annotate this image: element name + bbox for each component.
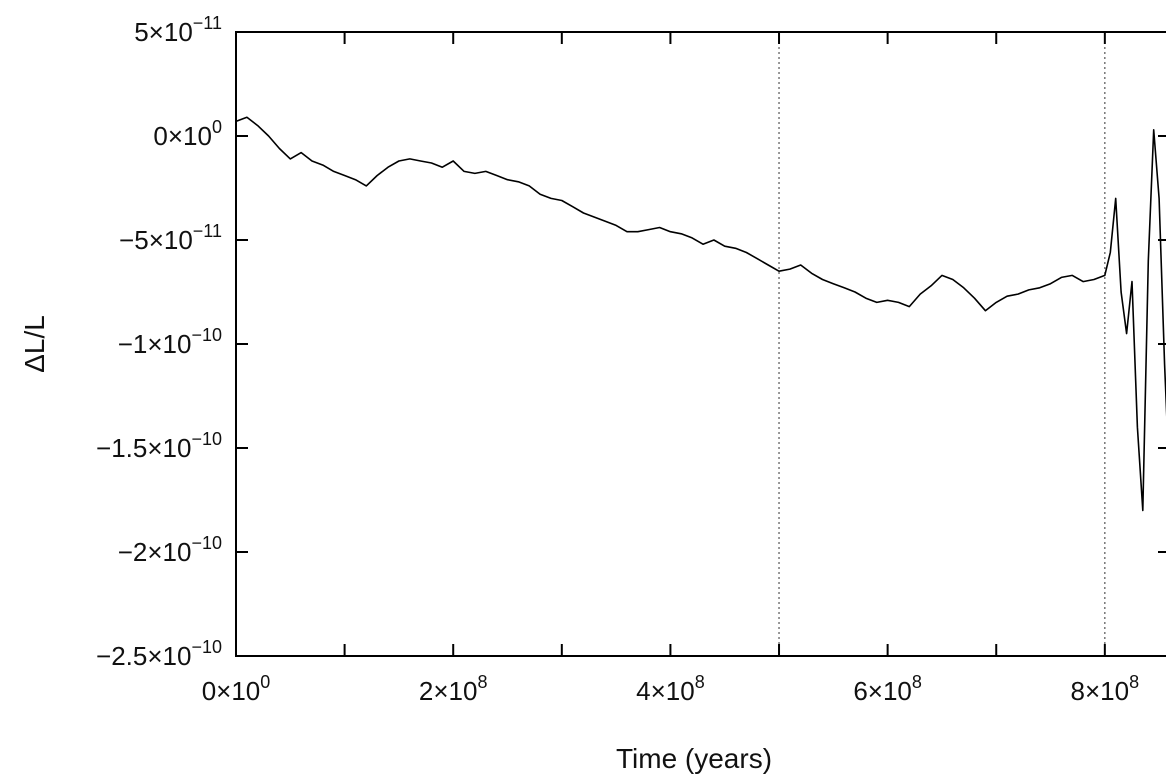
y-tick-label: −1×10−10 xyxy=(118,325,222,359)
x-tick-label: 4×108 xyxy=(636,672,705,706)
y-tick-label: −2.5×10−10 xyxy=(96,637,222,671)
y-tick-label-exponent: −11 xyxy=(193,13,222,33)
x-tick-label: 0×100 xyxy=(202,672,271,706)
y-tick-label: −2×10−10 xyxy=(118,533,222,567)
x-tick-label-base: 2×10 xyxy=(419,676,478,706)
y-tick-label-base: −1.5×10 xyxy=(96,433,191,463)
y-tick-label: 0×100 xyxy=(153,117,222,151)
x-tick-label-base: 8×10 xyxy=(1071,676,1130,706)
x-tick-label-base: 4×10 xyxy=(636,676,695,706)
y-axis-ticks: 5×10−110×100−5×10−11−1×10−10−1.5×10−10−2… xyxy=(96,13,1166,671)
vertical-dotted-lines xyxy=(778,32,1106,656)
y-tick-label: −5×10−11 xyxy=(119,221,222,255)
x-tick-label-exponent: 8 xyxy=(912,672,922,692)
y-tick-label-base: −2×10 xyxy=(118,537,192,567)
y-tick-label-exponent: −10 xyxy=(191,637,222,657)
x-tick-label-exponent: 0 xyxy=(260,672,270,692)
x-tick-label-base: 6×10 xyxy=(853,676,912,706)
y-tick-label-base: 0×10 xyxy=(153,121,212,151)
y-tick-label-base: −1×10 xyxy=(118,329,192,359)
x-tick-label: 6×108 xyxy=(853,672,922,706)
y-tick-label-exponent: −11 xyxy=(193,221,222,241)
y-tick-label-exponent: −10 xyxy=(191,533,222,553)
x-tick-label: 8×108 xyxy=(1071,672,1140,706)
y-tick-label-base: −5×10 xyxy=(119,225,193,255)
x-tick-label: 2×108 xyxy=(419,672,488,706)
y-tick-label-exponent: −10 xyxy=(191,429,222,449)
x-tick-label-exponent: 8 xyxy=(695,672,705,692)
x-axis-title: Time (years) xyxy=(616,743,772,774)
series-line xyxy=(235,116,1166,512)
y-tick-label-base: −2.5×10 xyxy=(96,641,191,671)
y-axis-title: ΔL/L xyxy=(19,315,50,373)
y-tick-label: 5×10−11 xyxy=(134,13,222,47)
y-tick-label: −1.5×10−10 xyxy=(96,429,222,463)
x-axis-ticks: 0×100 2×108 4×108 6×108 8×108 xyxy=(202,32,1139,706)
x-tick-label-base: 0×10 xyxy=(202,676,261,706)
y-tick-label-base: 5×10 xyxy=(134,17,193,47)
x-tick-label-exponent: 8 xyxy=(1129,672,1139,692)
y-tick-label-exponent: −10 xyxy=(191,325,222,345)
plot-area-frame xyxy=(235,31,1166,657)
y-tick-label-exponent: 0 xyxy=(212,117,222,137)
x-tick-label-exponent: 8 xyxy=(477,672,487,692)
